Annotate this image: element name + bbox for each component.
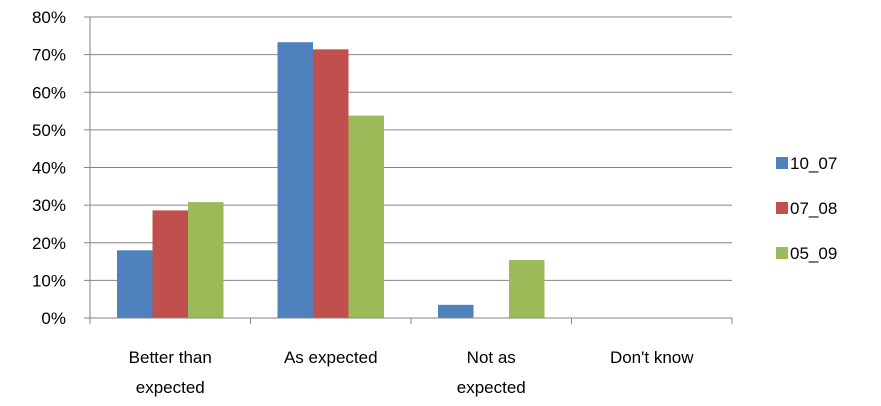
x-category-label: Not as (467, 348, 516, 367)
legend: 10_07 07_08 05_09 (776, 154, 837, 263)
y-tick-label: 10% (32, 271, 66, 290)
y-tick-label: 30% (32, 196, 66, 215)
y-tick-label: 70% (32, 46, 66, 65)
y-tick-label: 20% (32, 234, 66, 253)
x-category-label: Don't know (610, 348, 694, 367)
legend-label-05_09: 05_09 (790, 244, 837, 263)
bar-05_09-0 (188, 202, 224, 318)
y-tick-label: 60% (32, 83, 66, 102)
bar-10_07-0 (117, 250, 153, 318)
x-category-label: Better than (129, 348, 212, 367)
y-tick-label: 40% (32, 159, 66, 178)
y-axis-ticks: 0% 10% 20% 30% 40% 50% 60% 70% 80% (32, 8, 90, 328)
legend-label-10_07: 10_07 (790, 154, 837, 173)
x-axis-categories: Better than expected As expected Not as expe… (129, 348, 695, 397)
x-category-label: As expected (284, 348, 378, 367)
bars (117, 42, 545, 319)
y-tick-label: 80% (32, 8, 66, 27)
y-tick-label: 0% (41, 309, 66, 328)
bar-10_07-2 (438, 304, 474, 318)
bar-07_08-0 (152, 210, 188, 318)
legend-label-07_08: 07_08 (790, 199, 837, 218)
x-category-label: expected (136, 378, 205, 397)
bar-05_09-2 (509, 260, 545, 318)
x-category-label: expected (457, 378, 526, 397)
legend-swatch-07_08 (776, 202, 788, 214)
legend-swatch-10_07 (776, 157, 788, 169)
bar-10_07-1 (277, 42, 313, 319)
bar-07_08-1 (313, 49, 349, 319)
axes (89, 17, 733, 324)
y-tick-label: 50% (32, 121, 66, 140)
legend-swatch-05_09 (776, 247, 788, 259)
bar-05_09-1 (348, 115, 384, 318)
